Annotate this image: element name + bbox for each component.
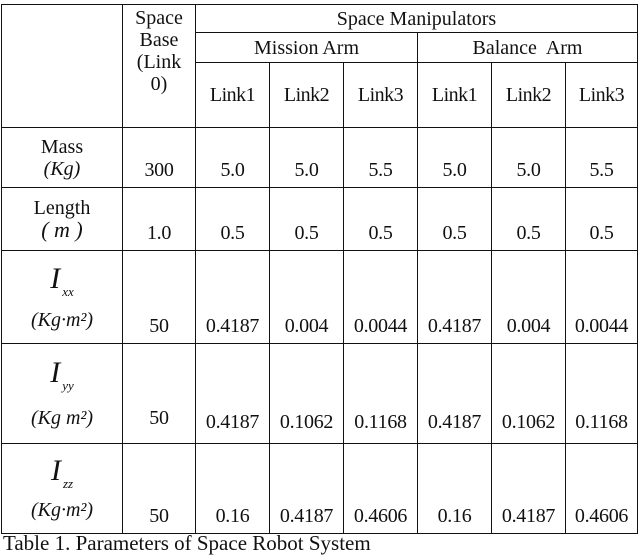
table-cell: 0.5: [343, 187, 418, 251]
table-cell: 5.0: [417, 127, 492, 188]
table-cell: 0.4606: [565, 443, 638, 534]
table-cell: 5.0: [195, 127, 270, 188]
table-cell: 0.4187: [269, 443, 344, 534]
header-space-base-line3: (Link: [136, 51, 182, 73]
table-cell: 0.1168: [343, 343, 418, 444]
symbol-main: I: [50, 454, 61, 487]
table-cell-base: 50: [122, 443, 196, 534]
row-label-unit: (Kg m²): [30, 407, 94, 429]
table-cell: 0.5: [195, 187, 270, 251]
table-cell: 0.5: [565, 187, 638, 251]
row-label-unit: (Kg·m²): [30, 499, 94, 521]
header-balance-arm-label: Balance Arm: [472, 36, 583, 59]
header-link: Link1: [195, 62, 270, 128]
table-cell: 0.4606: [343, 443, 418, 534]
header-space-base-line4: 0): [150, 73, 168, 95]
header-space-base-line2: Base: [139, 29, 179, 51]
table-cell-base: 50: [122, 343, 196, 444]
table-cell: 0.16: [417, 443, 492, 534]
header-link: Link2: [491, 62, 566, 128]
header-balance-arm: Balance Arm: [417, 32, 638, 63]
row-label-text: Mass: [40, 135, 84, 158]
row-label-mass: Mass (Kg): [1, 127, 123, 188]
table-cell: 5.0: [269, 127, 344, 188]
header-mission-arm: Mission Arm: [195, 32, 418, 63]
header-link: Link2: [269, 62, 344, 128]
symbol-subscript: yy: [62, 378, 74, 393]
table-cell: 0.1062: [269, 343, 344, 444]
row-label-length: Length ( m ): [1, 187, 123, 251]
table-cell: 0.5: [417, 187, 492, 251]
table-cell: 0.4187: [417, 343, 492, 444]
header-space-base: Space Base (Link 0): [122, 4, 196, 128]
table-cell: 0.1062: [491, 343, 566, 444]
table-cell: 0.004: [269, 250, 344, 344]
table-caption: Table 1. Parameters of Space Robot Syste…: [3, 531, 371, 555]
row-label-unit: (Kg): [43, 157, 81, 180]
row-label-unit: (Kg·m²): [30, 308, 94, 331]
symbol-main: I: [50, 356, 61, 389]
table-cell: 0.0044: [565, 250, 638, 344]
table-cell: 0.4187: [417, 250, 492, 344]
table-cell: 0.16: [195, 443, 270, 534]
symbol-main: I: [50, 261, 61, 295]
header-space-manipulators: Space Manipulators: [195, 4, 638, 33]
header-link: Link3: [343, 62, 418, 128]
table-cell: 0.4187: [195, 250, 270, 344]
table-cell: 0.4187: [491, 443, 566, 534]
table-cell: 0.5: [491, 187, 566, 251]
row-label-text: Length: [33, 197, 91, 219]
table-row-mass: Mass (Kg) 300 5.0 5.0 5.5 5.0 5.0 5.5: [1, 127, 638, 188]
header-space-base-line1: Space: [135, 7, 183, 29]
table-cell: 5.5: [565, 127, 638, 188]
header-link: Link3: [565, 62, 638, 128]
table-cell-base: 50: [122, 250, 196, 344]
table-cell: 5.5: [343, 127, 418, 188]
row-label-unit: ( m ): [41, 217, 83, 242]
table-cell: 0.004: [491, 250, 566, 344]
table-cell: 0.5: [269, 187, 344, 251]
table-row-length: Length ( m ) 1.0 0.5 0.5 0.5 0.5 0.5 0.5: [1, 187, 638, 251]
table-cell: 0.4187: [195, 343, 270, 444]
table-cell: 5.0: [491, 127, 566, 188]
table-cell-base: 1.0: [122, 187, 196, 251]
table-cell: 0.0044: [343, 250, 418, 344]
table-cell: 0.1168: [565, 343, 638, 444]
header-link: Link1: [417, 62, 492, 128]
corner-cell: [1, 4, 123, 128]
symbol-subscript: zz: [62, 476, 74, 491]
table-cell-base: 300: [122, 127, 196, 188]
parameters-table: Space Base (Link 0) Space Manipulators M…: [1, 4, 638, 534]
symbol-subscript: xx: [62, 283, 74, 299]
